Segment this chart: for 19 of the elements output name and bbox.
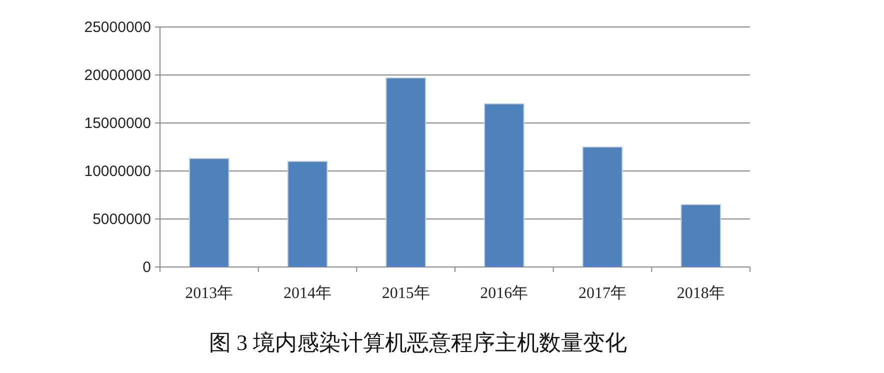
bar — [287, 160, 328, 268]
bar — [680, 204, 721, 268]
text: 图 3 境内感染计算机恶意程序主机数量变化 — [209, 330, 627, 355]
y-tick-label: 20000000 — [84, 67, 151, 84]
y-tick-label: 15000000 — [84, 115, 151, 132]
x-tick-label: 2018年 — [676, 285, 725, 302]
x-tick-label: 2016年 — [480, 285, 528, 302]
x-tick-label: 2015年 — [382, 285, 430, 302]
x-tick-label: 2013年 — [185, 285, 234, 302]
bar — [386, 77, 426, 268]
y-tick-label: 0 — [142, 259, 151, 276]
x-tick-label: 2014年 — [284, 285, 332, 302]
bar — [189, 158, 230, 268]
x-tick-label: 2017年 — [578, 285, 626, 302]
bar — [484, 103, 524, 268]
y-tick-label: 5000000 — [92, 211, 151, 228]
y-tick-label: 25000000 — [84, 19, 151, 36]
y-tick-label: 10000000 — [84, 163, 151, 180]
bar — [582, 146, 623, 268]
